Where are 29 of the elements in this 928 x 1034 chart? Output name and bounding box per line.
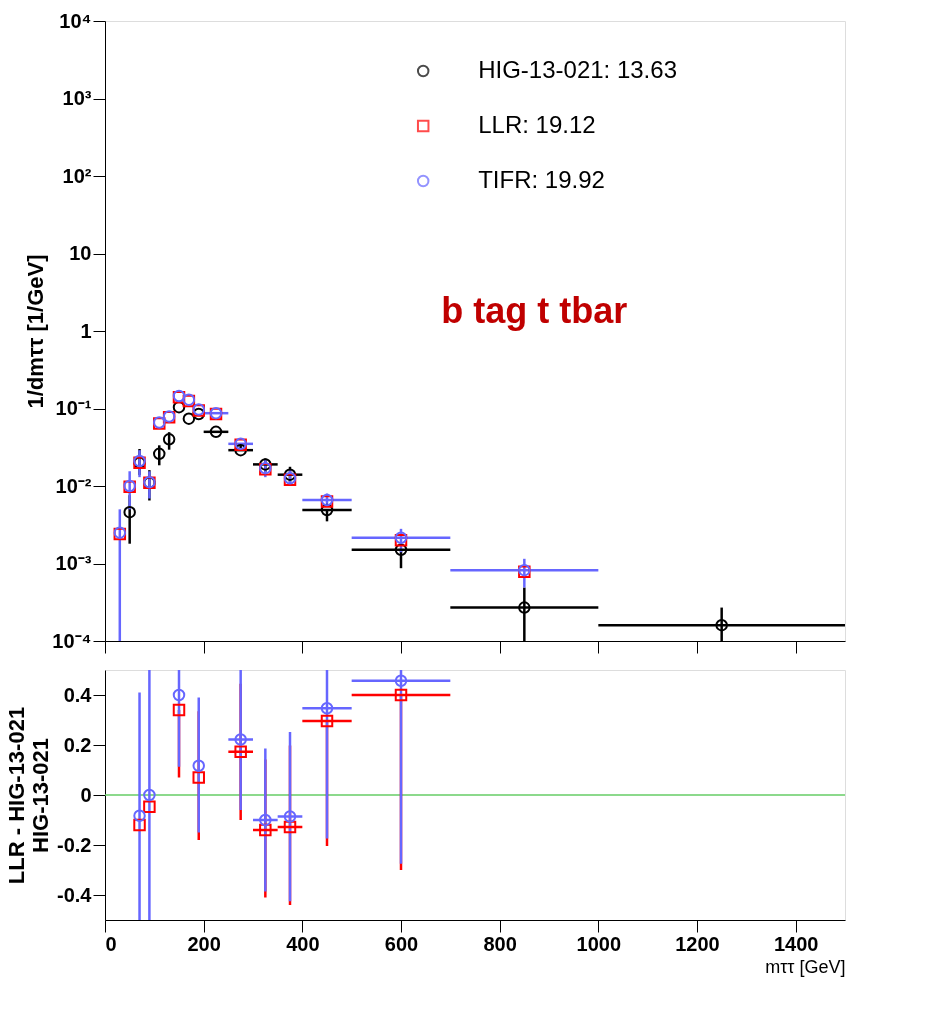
y-tick-label: 10⁻²	[55, 474, 92, 497]
x-axis-title: mττ [GeV]	[765, 956, 846, 977]
y-tick-label: 10⁴	[59, 9, 92, 32]
legend-label: TIFR: 19.92	[478, 166, 605, 193]
x-tick-label: 200	[187, 932, 221, 955]
y-tick-label: 10⁻⁴	[52, 629, 92, 652]
y-tick-label: -0.4	[57, 883, 93, 906]
legend-label: HIG-13-021: 13.63	[478, 56, 677, 83]
y-tick-label: 1	[80, 319, 92, 342]
y-tick-label: 10	[69, 242, 92, 264]
x-tick-label: 400	[286, 932, 320, 955]
y-tick-label: -0.2	[57, 833, 92, 856]
y-tick-label: 0	[80, 783, 92, 806]
x-tick-label: 0	[105, 932, 117, 955]
x-tick-label: 600	[384, 932, 419, 955]
y-tick-label: 10²	[62, 164, 92, 187]
x-tick-label: 1000	[576, 932, 622, 955]
x-tick-label: 1200	[675, 932, 720, 955]
y-tick-label: 0.2	[63, 733, 92, 756]
y-tick-label: 0.4	[63, 683, 93, 706]
legend-label: LLR: 19.12	[478, 111, 596, 138]
annotation: b tag t tbar	[441, 290, 628, 332]
x-tick-label: 1400	[773, 932, 819, 955]
y-tick-label: 10⁻³	[55, 552, 92, 574]
y-tick-label: 10³	[62, 87, 92, 109]
y-axis-title: 1/dmττ [1/GeV]	[23, 254, 49, 409]
y-tick-label: 10⁻¹	[55, 397, 92, 419]
x-tick-label: 800	[483, 932, 517, 955]
y-axis-title: LLR - HIG-13-021 HIG-13-021	[4, 706, 54, 885]
